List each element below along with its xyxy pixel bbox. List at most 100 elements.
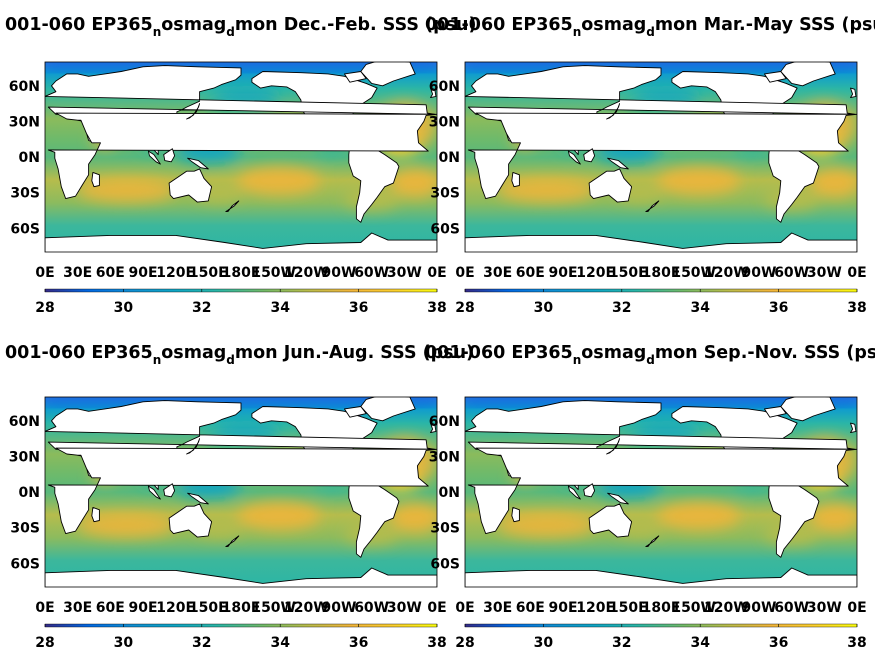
- title-sub2: d: [226, 25, 235, 39]
- colorbar-tick-label: 28: [35, 300, 54, 316]
- colorbar-tick-label: 38: [847, 635, 866, 651]
- salinity-blob: [657, 166, 741, 195]
- colorbar: [44, 288, 438, 293]
- y-tick-label: 0N: [19, 150, 40, 166]
- colorbar-tick-label: 32: [192, 635, 211, 651]
- colorbar-tick-label: 38: [847, 300, 866, 316]
- salinity-blob: [497, 178, 596, 203]
- salinity-blob: [237, 166, 321, 195]
- land-africa: [47, 112, 437, 200]
- x-tick-label: 60W: [774, 265, 809, 281]
- y-tick-label: 30N: [9, 449, 40, 465]
- colorbar-tick-label: 38: [427, 300, 446, 316]
- salinity-blob: [811, 168, 857, 198]
- land-baffin: [763, 71, 787, 83]
- x-tick-label: 150E: [609, 600, 648, 616]
- y-tick-label: 60N: [9, 414, 40, 430]
- axes-box: [44, 61, 438, 253]
- x-tick-label: 120W: [704, 600, 749, 616]
- axes-box: [44, 396, 438, 588]
- panel-title: 001-060 EP365nosmagdmon Sep.-Nov. SSS (p…: [425, 343, 875, 367]
- y-tick-label: 60N: [9, 79, 40, 95]
- x-tick-label: 60E: [96, 600, 125, 616]
- x-tick-label: 150W: [251, 600, 296, 616]
- land-madagascar: [91, 506, 100, 523]
- x-tick-label: 150E: [189, 600, 228, 616]
- y-tick-label: 30S: [10, 186, 40, 202]
- title-post: mon Sep.-Nov. SSS (psu): [655, 343, 875, 363]
- colorbar: [464, 623, 858, 628]
- salinity-blob: [391, 503, 437, 533]
- sss-field: [45, 397, 437, 587]
- land-madagascar: [91, 171, 100, 188]
- title-sub1: n: [153, 353, 162, 367]
- land-uk: [850, 87, 857, 99]
- colorbar-tick-label: 36: [349, 635, 368, 651]
- title-sub2: d: [226, 353, 235, 367]
- land-uk: [430, 422, 437, 434]
- land-antarctica: [465, 232, 857, 252]
- land-newGuinea: [607, 157, 629, 170]
- x-tick-label: 60W: [354, 265, 389, 281]
- colorbar-tick-label: 30: [114, 300, 134, 316]
- x-tick-label: 180E: [642, 265, 681, 281]
- land-greenland: [780, 397, 836, 422]
- x-tick-label: 0E: [427, 600, 446, 616]
- x-tick-label: 90W: [322, 600, 357, 616]
- land-newGuinea: [187, 492, 209, 505]
- arctic-band: [45, 62, 437, 72]
- title-mid: osmag: [581, 343, 646, 363]
- x-tick-label: 120E: [576, 265, 615, 281]
- salinity-blob: [633, 88, 700, 103]
- x-tick-label: 0E: [427, 265, 446, 281]
- x-tick-label: 150E: [189, 265, 228, 281]
- colorbar-tick-label: 30: [114, 635, 134, 651]
- land-nz: [645, 535, 660, 548]
- land-africa: [467, 447, 857, 535]
- land-sumatra: [567, 150, 581, 165]
- arctic-band: [465, 62, 857, 72]
- land-masses: [465, 62, 857, 252]
- x-tick-label: 0E: [35, 600, 54, 616]
- land-greenland: [360, 397, 416, 422]
- x-tick-label: 60E: [516, 600, 545, 616]
- salinity-blob: [77, 178, 176, 203]
- x-tick-label: 30E: [63, 265, 92, 281]
- x-tick-label: 0E: [35, 265, 54, 281]
- land-newGuinea: [187, 157, 209, 170]
- y-tick-label: 0N: [439, 150, 460, 166]
- title-mid: osmag: [581, 15, 646, 35]
- land-uk: [430, 87, 437, 99]
- y-tick-label: 30N: [9, 114, 40, 130]
- salinity-blob: [213, 88, 280, 103]
- land-australia: [168, 168, 213, 203]
- land-antarctica: [465, 567, 857, 587]
- colorbar-tick-label: 38: [427, 635, 446, 651]
- x-tick-label: 90E: [128, 600, 157, 616]
- map-panel-1: [44, 61, 438, 253]
- x-tick-label: 60W: [774, 600, 809, 616]
- y-tick-label: 30N: [429, 449, 460, 465]
- land-antarctica: [45, 232, 437, 252]
- land-greenland: [780, 62, 836, 87]
- x-tick-label: 90E: [548, 265, 577, 281]
- land-borneo: [583, 483, 596, 498]
- x-tick-label: 120E: [576, 600, 615, 616]
- y-tick-label: 30S: [430, 521, 460, 537]
- land-africa: [47, 447, 437, 535]
- x-tick-label: 30E: [483, 600, 512, 616]
- axes-box: [464, 396, 858, 588]
- land-japan: [186, 103, 201, 120]
- title-mid: osmag: [161, 15, 226, 35]
- x-tick-label: 30W: [807, 600, 842, 616]
- land-nz: [645, 200, 660, 213]
- title-post: mon Dec.-Feb. SSS (psu): [235, 15, 477, 35]
- colorbar-tick-label: 34: [690, 300, 710, 316]
- y-tick-label: 60N: [429, 414, 460, 430]
- land-antarctica: [45, 567, 437, 587]
- land-madagascar: [511, 171, 520, 188]
- land-masses: [45, 397, 437, 587]
- land-japan: [186, 438, 201, 455]
- title-post: mon Jun.-Aug. SSS (psu): [235, 343, 474, 363]
- sss-field: [465, 62, 857, 252]
